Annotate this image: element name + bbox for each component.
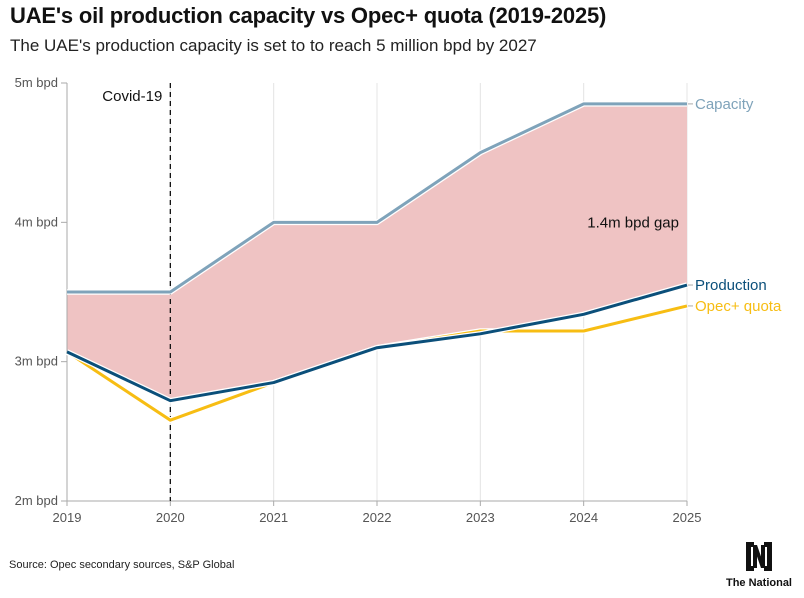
x-tick-label: 2019: [53, 510, 82, 525]
y-tick-label: 4m bpd: [15, 214, 58, 229]
x-tick-label: 2025: [673, 510, 702, 525]
source-note: Source: Opec secondary sources, S&P Glob…: [9, 559, 235, 571]
axes: 5m bpd 4m bpd 3m bpd 2m bpd 2019 2020 2021 2022…: [15, 75, 702, 525]
x-tick-label: 2023: [466, 510, 495, 525]
x-tick-label: 2021: [259, 510, 288, 525]
chart-subtitle: The UAE's production capacity is set to …: [10, 36, 537, 55]
covid-label: Covid-19: [102, 88, 162, 105]
series-lines: [65, 101, 688, 423]
series-label-capacity: Capacity: [695, 96, 754, 113]
logo-text: The National: [726, 577, 792, 589]
the-national-logo: The National: [722, 542, 796, 590]
y-tick-label: 5m bpd: [15, 75, 58, 90]
chart-title: UAE's oil production capacity vs Opec+ q…: [10, 3, 607, 28]
y-tick-label: 2m bpd: [15, 493, 58, 508]
x-tick-label: 2022: [363, 510, 392, 525]
logo-mark-icon: The National: [726, 542, 792, 589]
series-line-production: [66, 283, 688, 403]
gap-annotation: 1.4m bpd gap: [587, 214, 679, 231]
series-line-capacity: [67, 102, 687, 294]
gap-area: [67, 103, 687, 401]
y-tick-label: 3m bpd: [15, 354, 58, 369]
series-labels: Capacity Production Opec+ quota 1.4m bpd ga…: [587, 96, 782, 315]
x-tick-label: 2024: [569, 510, 598, 525]
series-label-opec_quota: Opec+ quota: [695, 298, 782, 315]
series-label-production: Production: [695, 277, 767, 294]
x-tick-label: 2020: [156, 510, 185, 525]
